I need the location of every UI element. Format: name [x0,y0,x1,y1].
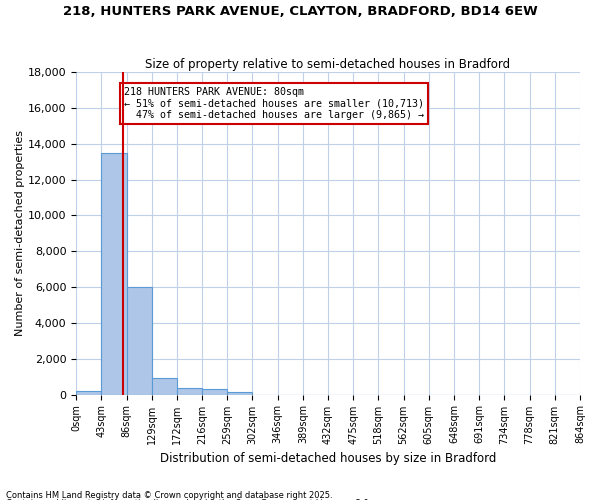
Bar [227,392,253,394]
Text: Contains HM Land Registry data © Crown copyright and database right 2025.: Contains HM Land Registry data © Crown c… [6,490,332,500]
Text: Contains public sector information licensed under the Open Government Licence v3: Contains public sector information licen… [6,499,371,500]
Text: 218 HUNTERS PARK AVENUE: 80sqm
← 51% of semi-detached houses are smaller (10,713: 218 HUNTERS PARK AVENUE: 80sqm ← 51% of … [124,86,424,120]
Bar [127,287,152,395]
Bar [202,388,227,394]
X-axis label: Distribution of semi-detached houses by size in Bradford: Distribution of semi-detached houses by … [160,452,496,465]
Y-axis label: Number of semi-detached properties: Number of semi-detached properties [15,130,25,336]
Bar [101,153,127,394]
Text: 218, HUNTERS PARK AVENUE, CLAYTON, BRADFORD, BD14 6EW: 218, HUNTERS PARK AVENUE, CLAYTON, BRADF… [62,5,538,18]
Bar [152,378,177,394]
Title: Size of property relative to semi-detached houses in Bradford: Size of property relative to semi-detach… [145,58,511,71]
Bar [177,388,202,394]
Bar [76,391,101,394]
